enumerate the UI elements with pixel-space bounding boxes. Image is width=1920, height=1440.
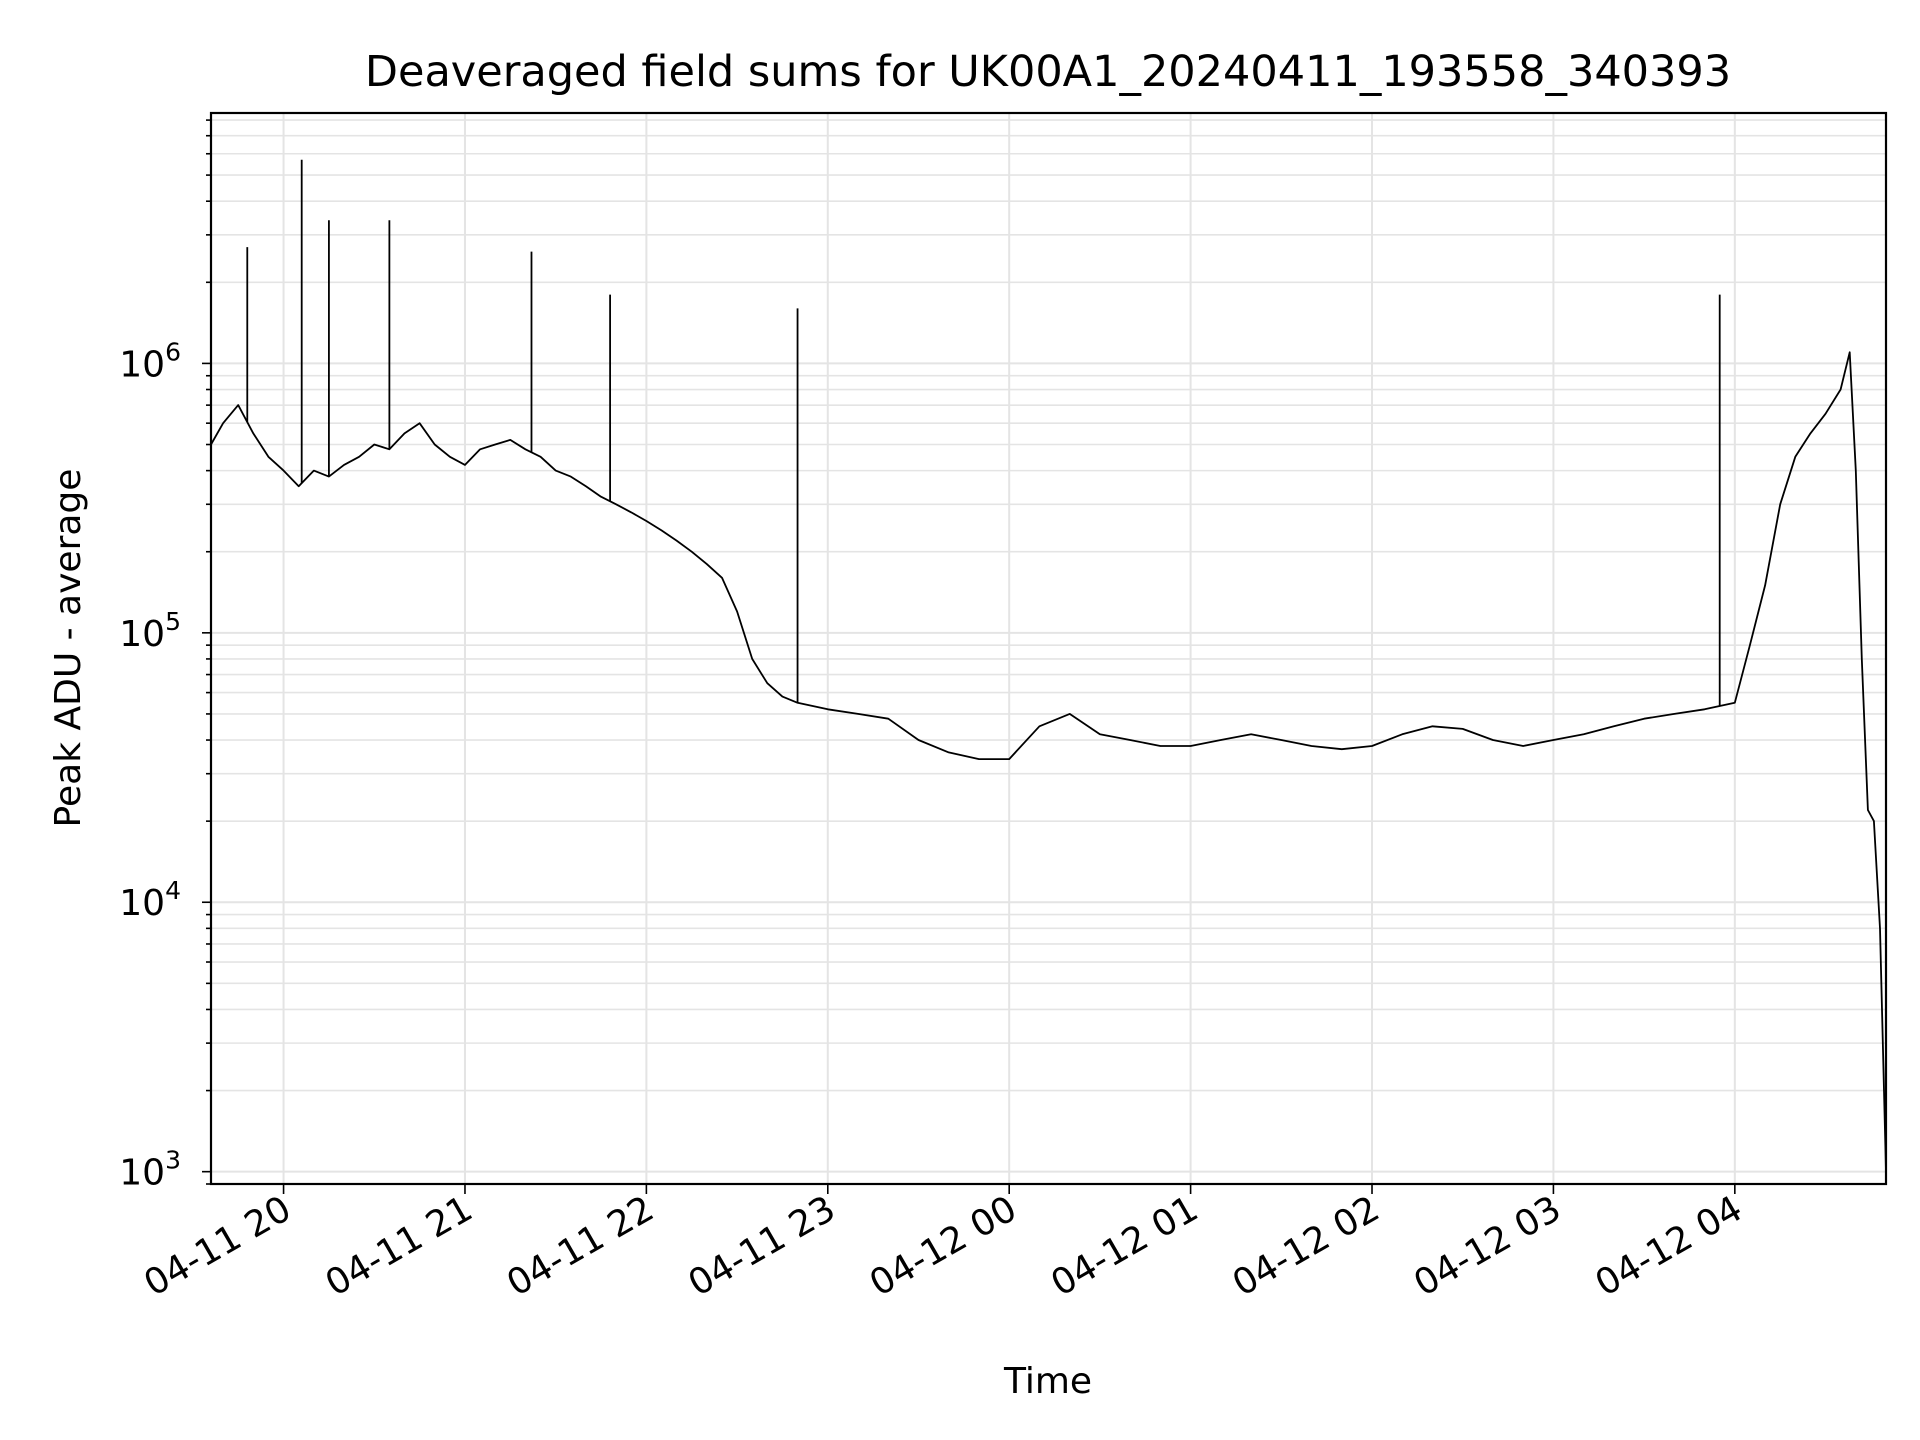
y-tick-label: 104 bbox=[119, 876, 181, 924]
y-axis-label: Peak ADU - average bbox=[48, 469, 89, 828]
y-tick-label: 103 bbox=[119, 1146, 181, 1194]
series-layer bbox=[210, 159, 1887, 1172]
y-tick-label: 106 bbox=[119, 337, 181, 385]
series-line bbox=[210, 351, 1887, 1172]
chart-title: Deaveraged field sums for UK00A1_2024041… bbox=[365, 47, 1731, 97]
y-tick-label: 105 bbox=[119, 607, 181, 655]
plot-frame bbox=[209, 111, 1888, 1186]
y-axis: 103 104 105 106 bbox=[119, 119, 211, 1194]
grid bbox=[211, 113, 1886, 1185]
x-axis-label: Time bbox=[1003, 1361, 1092, 1402]
